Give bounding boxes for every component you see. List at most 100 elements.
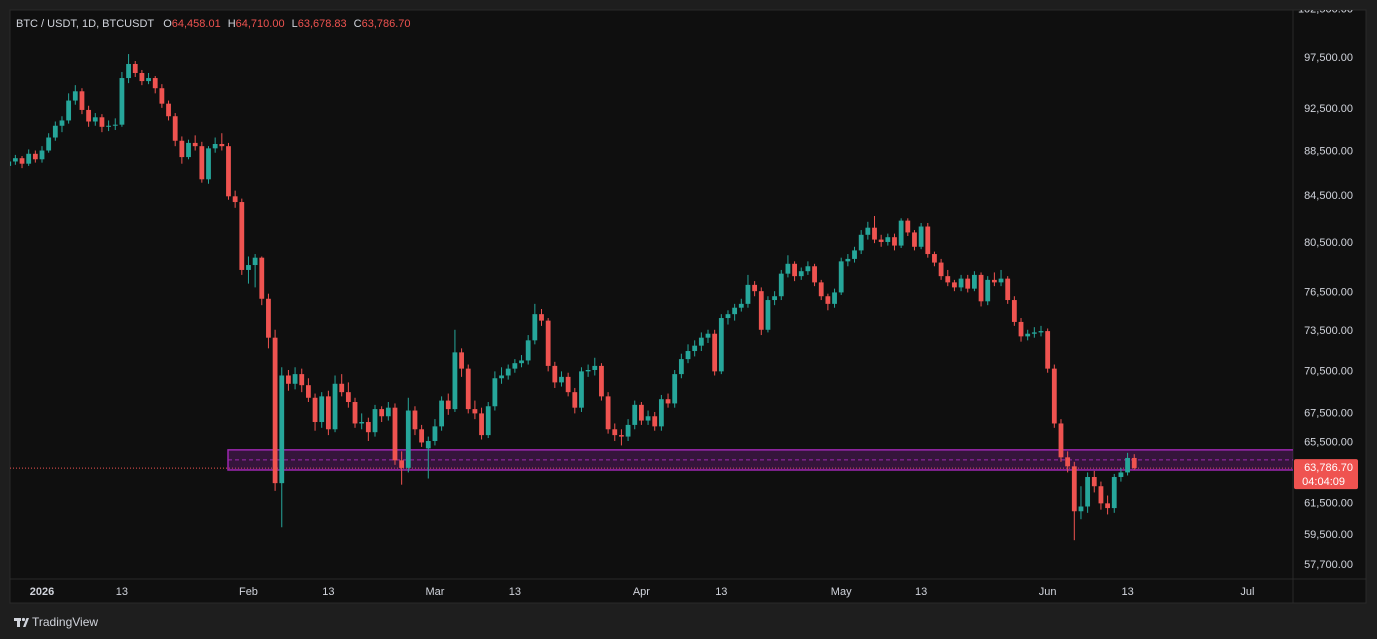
candle-body	[86, 109, 92, 122]
y-tick-label: 59,500.00	[1304, 529, 1353, 541]
candle-body	[1071, 466, 1077, 512]
candle-body	[818, 282, 824, 297]
candle-body	[306, 385, 311, 398]
candle-body	[898, 220, 904, 246]
candle-body	[1091, 477, 1097, 487]
candle-body	[19, 158, 25, 164]
candle-body	[266, 298, 271, 338]
candle-body	[345, 392, 351, 403]
candle-body	[732, 307, 738, 315]
candle-body	[765, 300, 771, 330]
candle-body	[612, 429, 618, 436]
candle-body	[1031, 332, 1037, 334]
y-tick-label: 84,500.00	[1304, 190, 1353, 202]
candle-body	[838, 261, 844, 293]
candle-body	[465, 368, 471, 410]
candle-body	[372, 409, 378, 433]
candle-body	[452, 352, 458, 410]
candle-body	[925, 226, 931, 255]
candle-body	[32, 153, 38, 160]
candle-body	[119, 78, 125, 125]
candle-body	[412, 410, 418, 430]
x-tick-label: Apr	[633, 586, 650, 598]
candle-body	[572, 392, 578, 408]
candle-body	[259, 257, 265, 299]
candle-body	[965, 278, 971, 289]
candle-body	[512, 363, 518, 369]
candle-body	[132, 63, 138, 73]
candle-body	[492, 378, 498, 407]
candle-body	[665, 399, 671, 404]
candle-body	[199, 146, 205, 180]
candle-body	[246, 265, 251, 270]
candle-body	[226, 146, 231, 197]
symbol: BTC / USDT, 1D, BTCUSDT	[16, 18, 155, 30]
y-tick-label: 61,500.00	[1304, 497, 1353, 509]
candle-body	[286, 375, 291, 384]
countdown: 04:04:09	[1302, 476, 1345, 488]
x-tick-label: 13	[509, 586, 521, 598]
y-tick-label: 65,500.00	[1304, 436, 1353, 448]
candle-body	[878, 239, 884, 242]
candle-body	[152, 78, 158, 89]
y-tick-label: 92,500.00	[1304, 103, 1353, 115]
last-price-label: 63,786.70	[1304, 462, 1353, 474]
candle-body	[1011, 300, 1017, 322]
candle-body	[972, 274, 977, 289]
brand: TradingView	[32, 615, 99, 629]
candle-body	[352, 402, 358, 424]
candle-body	[52, 125, 58, 138]
candle-body	[92, 117, 98, 122]
candle-body	[299, 374, 305, 386]
y-tick-label: 57,700.00	[1304, 559, 1353, 571]
candle-body	[778, 273, 784, 297]
candle-body	[26, 153, 32, 164]
candle-body	[79, 91, 85, 110]
candle-body	[858, 234, 864, 251]
legend-key: L	[291, 18, 298, 30]
candle-body	[252, 257, 258, 266]
candle-body	[698, 337, 704, 346]
candle-body	[146, 78, 151, 82]
candle-body	[1018, 321, 1024, 337]
candle-body	[852, 250, 857, 259]
chart-panel	[9, 9, 1367, 604]
candle-body	[978, 274, 984, 302]
candle-body	[112, 124, 118, 126]
candle-body	[519, 360, 524, 364]
candle-body	[745, 284, 751, 304]
candle-body	[425, 440, 431, 449]
candle-body	[172, 116, 178, 141]
candle-body	[952, 282, 957, 288]
candle-body	[772, 296, 777, 301]
candle-body	[206, 148, 211, 180]
candle-body	[106, 125, 111, 127]
candle-body	[805, 266, 811, 272]
candle-body	[645, 416, 651, 421]
x-tick-label: 13	[1121, 586, 1133, 598]
legend-value: 63,678.83	[297, 18, 347, 30]
candle-body	[565, 376, 571, 393]
candle-body	[365, 422, 371, 433]
candle-body	[678, 359, 684, 375]
candle-body	[219, 143, 225, 147]
y-tick-label: 76,500.00	[1304, 286, 1353, 298]
candle-body	[599, 365, 604, 397]
candle-body	[885, 237, 891, 242]
x-tick-label: 13	[715, 586, 727, 598]
candle-body	[166, 103, 171, 117]
candle-body	[585, 369, 591, 372]
candle-body	[472, 409, 478, 414]
candle-body	[126, 63, 131, 79]
candle-body	[552, 365, 558, 383]
candle-body	[738, 303, 744, 308]
candle-body	[459, 352, 464, 369]
legend-value: 64,710.00	[235, 18, 285, 30]
y-tick-label: 67,500.00	[1304, 407, 1353, 419]
candle-body	[592, 365, 598, 370]
candle-body	[639, 404, 644, 421]
candle-body	[432, 426, 438, 441]
candle-body	[279, 375, 285, 484]
plot-area	[10, 54, 1293, 541]
